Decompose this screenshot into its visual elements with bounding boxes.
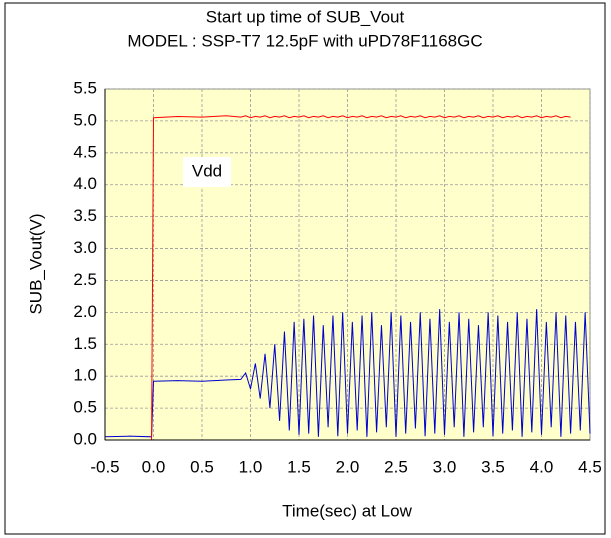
chart-subtitle: MODEL : SSP-T7 12.5pF with uPD78F1168GC — [127, 31, 482, 50]
x-tick-label: 2.0 — [336, 457, 360, 476]
y-tick-label: 2.5 — [73, 270, 97, 289]
x-tick-label: 3.5 — [481, 457, 505, 476]
y-tick-label: 2.0 — [73, 302, 97, 321]
x-tick-label: 4.0 — [530, 457, 554, 476]
x-tick-label: 2.5 — [384, 457, 408, 476]
x-axis-label: Time(sec) at Low — [282, 501, 412, 520]
y-tick-label: 0.0 — [73, 429, 97, 448]
x-tick-label: 0.0 — [142, 457, 166, 476]
x-tick-label: 0.5 — [190, 457, 214, 476]
x-tick-label: -0.5 — [90, 457, 119, 476]
chart-title: Start up time of SUB_Vout — [206, 7, 405, 26]
annotation: Vdd — [192, 161, 222, 180]
x-tick-label: 1.5 — [287, 457, 311, 476]
lines — [104, 115, 591, 441]
series-line — [105, 115, 571, 441]
y-tick-label: 5.5 — [73, 78, 97, 97]
y-tick-label: 0.5 — [73, 398, 97, 417]
y-axis-label: SUB_Vout(V) — [26, 213, 45, 314]
grid — [104, 88, 591, 441]
y-tick-label: 4.0 — [73, 174, 97, 193]
y-tick-label: 1.0 — [73, 366, 97, 385]
x-tick-label: 3.0 — [433, 457, 457, 476]
x-tick-label: 1.0 — [239, 457, 263, 476]
x-tick-label: 4.5 — [578, 457, 602, 476]
annotation-box — [183, 157, 231, 187]
series-line — [104, 309, 591, 438]
y-tick-label: 4.5 — [73, 142, 97, 161]
y-tick-label: 3.0 — [73, 238, 97, 257]
y-tick-label: 1.5 — [73, 334, 97, 353]
y-tick-label: 5.0 — [73, 110, 97, 129]
y-tick-label: 3.5 — [73, 206, 97, 225]
